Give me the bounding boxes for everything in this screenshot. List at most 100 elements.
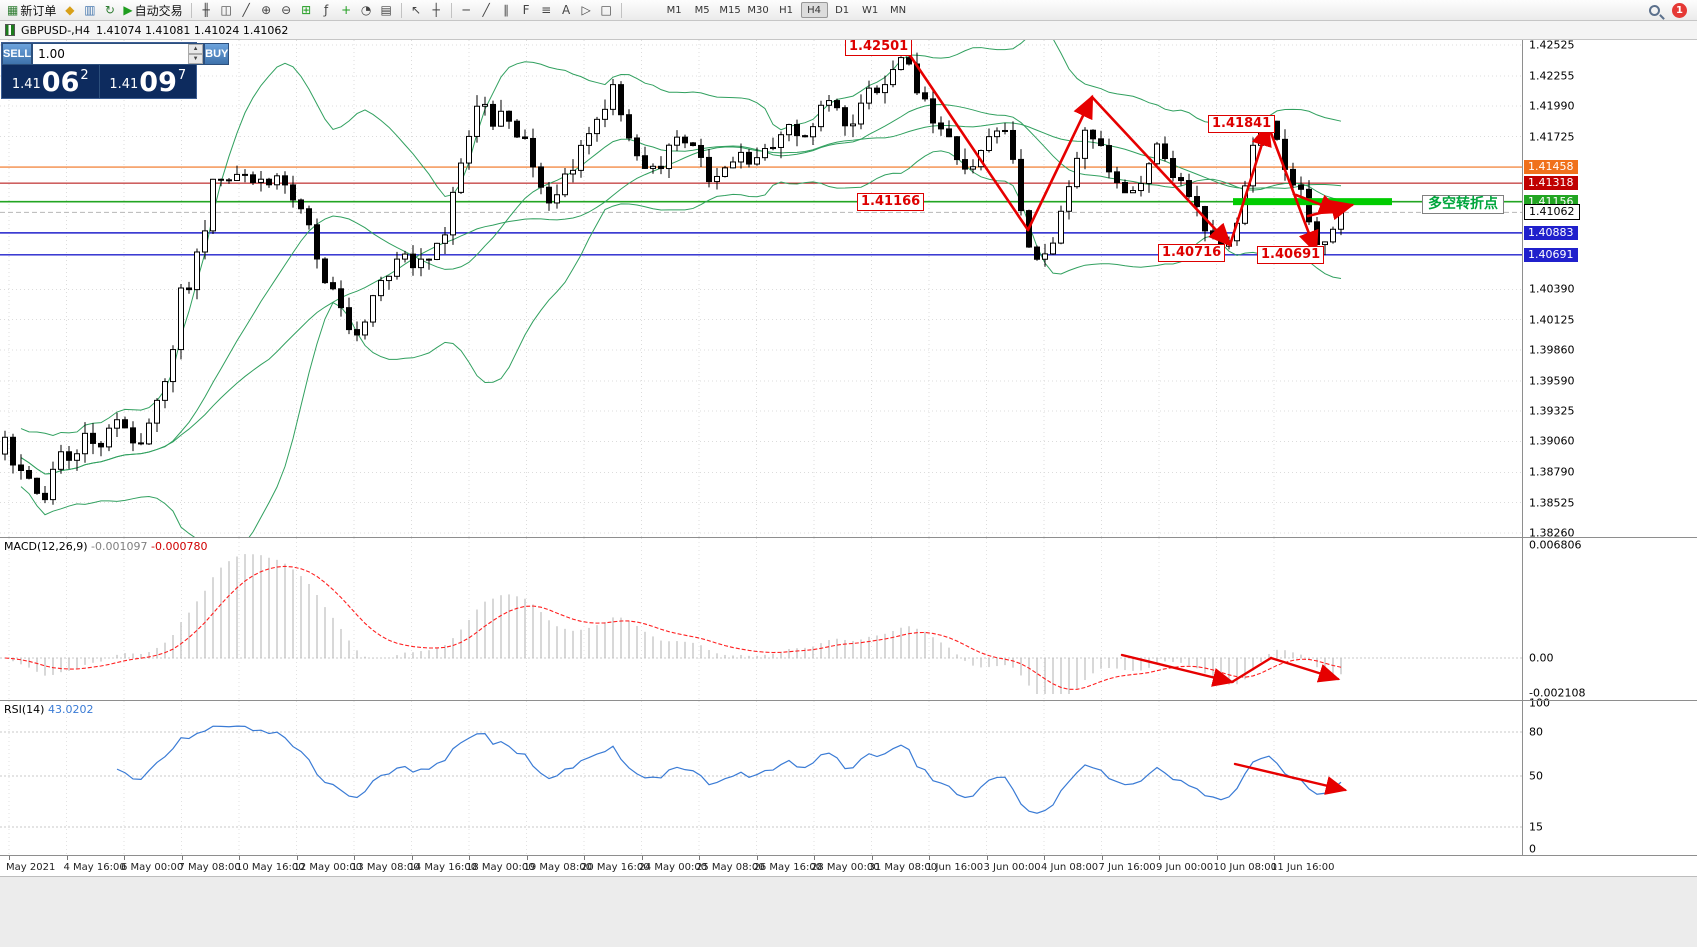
zoom-out-icon[interactable]: ⊖ (277, 2, 296, 19)
tile-windows-icon[interactable]: ⊞ (297, 2, 316, 19)
time-axis-label: 7 Jun 16:00 (1098, 862, 1156, 873)
time-axis-label: 6 May 00:00 (121, 862, 184, 873)
zoom-in-icon[interactable]: ⊕ (257, 2, 276, 19)
bollinger-bands (20, 40, 1342, 537)
shapes-icon[interactable]: □ (597, 2, 616, 19)
volume-down-button[interactable]: ▼ (188, 54, 204, 64)
macd-label: MACD(12,26,9) -0.001097 -0.000780 (4, 540, 207, 553)
time-tick (181, 856, 183, 860)
fibonacci-icon[interactable]: F (517, 2, 536, 19)
rsi-grid (0, 701, 1522, 855)
time-axis-label: 28 May 00:00 (811, 862, 880, 873)
periods-icon[interactable]: ◔ (357, 2, 376, 19)
search-icon[interactable] (1649, 4, 1660, 16)
buy-price-sup: 7 (177, 68, 187, 83)
volume-input[interactable] (33, 44, 189, 64)
market-watch-icon[interactable]: ◆ (60, 2, 79, 19)
tile-windows-icon: ⊞ (301, 3, 312, 17)
macd-name: MACD(12,26,9) (4, 540, 88, 553)
timeframe-h1[interactable]: H1 (779, 4, 794, 16)
trend-arrows[interactable] (903, 46, 1355, 255)
text-tool-icon[interactable]: A (557, 2, 576, 19)
andrews-pitchfork-icon[interactable]: ≡ (537, 2, 556, 19)
time-axis-label: 10 May 16:00 (236, 862, 305, 873)
time-axis-label: 25 May 08:00 (696, 862, 765, 873)
rsi-trend-arrows[interactable] (1233, 762, 1348, 795)
volume-up-button[interactable]: ▲ (188, 44, 204, 54)
timeframe-m30[interactable]: M30 (747, 4, 769, 16)
new-order-icon: ▦ (7, 3, 19, 17)
time-tick (986, 856, 988, 860)
sell-button[interactable]: SELL (2, 43, 33, 65)
toolbar-separator (450, 2, 452, 18)
new-order-button[interactable]: ▦ 新订单 (4, 2, 59, 19)
macd-trend-arrows[interactable] (1120, 653, 1341, 687)
new-chart-icon[interactable]: + (337, 2, 356, 19)
timeframe-mn[interactable]: MN (890, 4, 907, 16)
time-tick (871, 856, 873, 860)
notification-badge[interactable]: 1 (1672, 2, 1687, 18)
rsi-label: RSI(14) 43.0202 (4, 703, 93, 716)
time-axis-label: 14 May 16:00 (408, 862, 478, 873)
price-annotation[interactable]: 1.41166 (857, 193, 925, 211)
cursor-icon[interactable]: ↖ (407, 2, 426, 19)
time-tick (526, 856, 528, 860)
chart-title-bar: GBPUSD-,H4 1.41074 1.41081 1.41024 1.410… (0, 21, 1697, 40)
time-tick (1044, 856, 1045, 860)
price-annotation[interactable]: 1.40716 (1158, 244, 1226, 262)
arrow-label-icon[interactable]: ▷ (577, 2, 596, 19)
time-tick (124, 856, 125, 860)
candlestick-chart-icon[interactable]: ◫ (217, 2, 236, 19)
macd-axis-label: 0.00 (1529, 651, 1554, 665)
timeframe-m15[interactable]: M15 (719, 4, 741, 16)
rsi-chart-canvas[interactable] (0, 701, 1522, 855)
macd-axis-label: -0.002108 (1529, 686, 1586, 700)
autotrading-button-label: 自动交易 (134, 3, 183, 18)
time-axis-label: May 2021 (6, 862, 56, 873)
price-tag: 1.41318 (1524, 176, 1578, 191)
macd-chart-canvas[interactable] (0, 538, 1522, 700)
timeframe-m5[interactable]: M5 (694, 4, 710, 16)
toolbar-separator (620, 2, 622, 18)
panel-separator[interactable] (0, 537, 1697, 538)
price-annotation[interactable]: 1.41841 (1208, 115, 1276, 133)
pivot-point-label[interactable]: 多空转折点 (1422, 195, 1504, 214)
rsi-name: RSI(14) (4, 703, 45, 716)
andrews-pitchfork-icon: ≡ (541, 3, 552, 17)
arrow-label-icon: ▷ (581, 3, 591, 17)
crosshair-icon[interactable]: ┼ (427, 2, 446, 19)
price-axis-label: 1.39590 (1529, 374, 1575, 388)
time-axis-label: 26 May 16:00 (753, 862, 823, 873)
autotrading-icon: ▶ (123, 3, 133, 17)
time-axis-label: 13 May 08:00 (351, 862, 420, 873)
trendline-icon[interactable]: ╱ (477, 2, 496, 19)
data-window-icon[interactable]: ▥ (80, 2, 99, 19)
timeframe-w1[interactable]: W1 (861, 4, 879, 16)
price-annotation[interactable]: 1.42501 (845, 38, 913, 56)
toolbar-right: 1 (1649, 2, 1687, 18)
indicators-icon[interactable]: ƒ (317, 2, 336, 19)
autotrading-button[interactable]: ▶ 自动交易 (120, 2, 185, 19)
horizontal-line-icon[interactable]: ─ (457, 2, 476, 19)
price-axis: 1.42525 1.42255 1.41990 1.41725 1.40390 1.401… (1522, 39, 1697, 856)
bar-chart-icon[interactable]: ╫ (197, 2, 216, 19)
price-annotation[interactable]: 1.40691 (1257, 246, 1325, 264)
equidistant-channel-icon[interactable]: ∥ (497, 2, 516, 19)
new-chart-icon: + (341, 3, 352, 17)
rsi-axis-label: 100 (1529, 696, 1550, 710)
timeframe-m1[interactable]: M1 (666, 4, 682, 16)
panel-separator[interactable] (0, 700, 1697, 701)
rsi-indicator-panel: RSI(14) 43.0202 (0, 701, 1522, 855)
timeframe-h4[interactable]: H4 (800, 2, 828, 18)
price-axis-label: 1.38525 (1529, 496, 1575, 510)
templates-icon[interactable]: ▤ (377, 2, 396, 19)
rsi-axis-label: 80 (1529, 725, 1543, 739)
buy-button[interactable]: BUY (204, 43, 230, 65)
indicators-icon: ƒ (323, 3, 329, 17)
time-tick (1274, 856, 1275, 860)
price-chart-canvas[interactable] (0, 40, 1522, 537)
timeframe-d1[interactable]: D1 (835, 4, 850, 16)
text-tool-icon: A (562, 3, 571, 17)
navigator-icon[interactable]: ↻ (100, 2, 119, 19)
line-chart-icon[interactable]: ╱ (237, 2, 256, 19)
